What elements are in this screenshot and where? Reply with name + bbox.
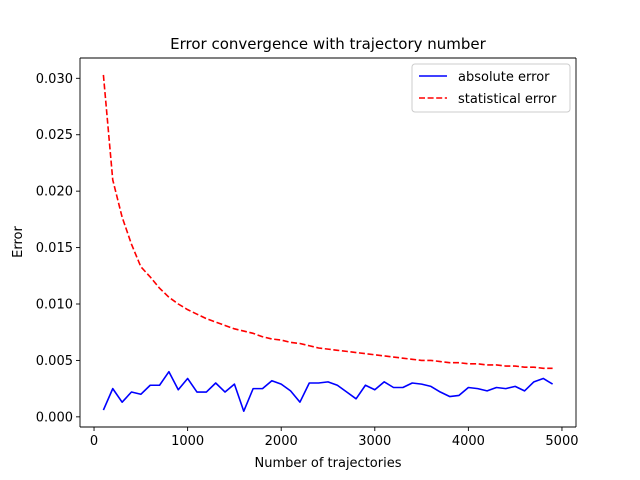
series-line-statistical-error [102,74,553,370]
series-line-absolute-error [102,370,554,413]
y-axis-ticks: 0.000 0.005 0.010 0.015 0.020 0.025 0.030 [36,72,80,425]
x-tick-label: 2000 [265,434,298,449]
plot-area [80,58,576,427]
series-layer [102,74,554,413]
legend-label-statistical-error: statistical error [458,92,557,107]
chart-title: Error convergence with trajectory number [170,35,486,53]
y-tick-label: 0.010 [36,298,73,313]
y-tick-label: 0.020 [36,185,73,200]
y-tick-label: 0.000 [36,410,73,425]
x-tick-label: 0 [90,434,98,449]
x-tick-label: 4000 [452,434,485,449]
x-axis-label: Number of trajectories [255,456,402,471]
x-tick-label: 5000 [545,434,578,449]
y-tick-label: 0.025 [36,128,73,143]
x-axis-ticks: 0 1000 2000 3000 4000 5000 [90,427,579,449]
plot-background [80,58,576,427]
y-axis-label: Error [11,226,26,258]
x-tick-label: 3000 [358,434,391,449]
legend-box [411,63,571,113]
legend: absolute error statistical error [411,63,571,113]
y-tick-label: 0.030 [36,72,73,87]
axes-frame [79,57,577,428]
legend-label-absolute-error: absolute error [458,70,550,85]
x-tick-label: 1000 [171,434,204,449]
y-tick-label: 0.015 [36,241,73,256]
y-tick-label: 0.005 [36,354,73,369]
